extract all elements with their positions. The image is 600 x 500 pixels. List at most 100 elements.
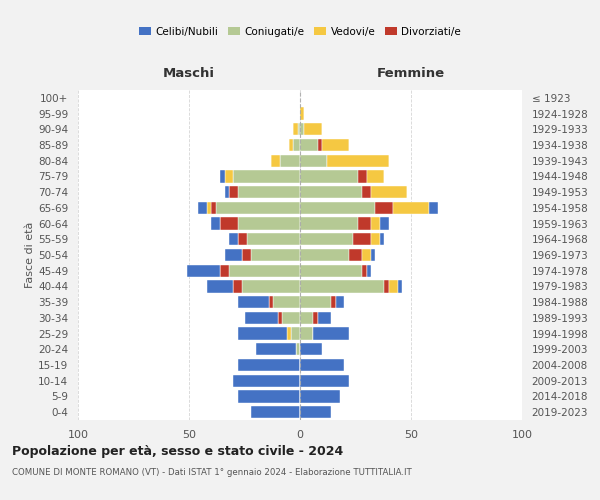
Bar — [300, 202, 376, 214]
Bar — [349, 249, 362, 261]
Bar — [300, 249, 349, 261]
Bar — [238, 186, 300, 198]
Bar — [238, 390, 300, 402]
Bar — [224, 186, 229, 198]
Bar — [278, 312, 282, 324]
Bar — [304, 123, 322, 136]
Bar — [293, 123, 298, 136]
Bar — [187, 264, 220, 277]
Bar — [371, 186, 407, 198]
Bar — [229, 186, 238, 198]
Bar — [300, 328, 313, 340]
Bar — [269, 296, 274, 308]
Bar — [242, 249, 251, 261]
Bar — [287, 328, 291, 340]
Bar — [298, 123, 300, 136]
Bar — [220, 264, 229, 277]
Bar — [300, 170, 358, 182]
Bar — [300, 312, 313, 324]
Bar — [371, 233, 380, 245]
Bar — [215, 202, 300, 214]
Bar — [318, 312, 331, 324]
Bar — [318, 139, 322, 151]
Bar — [242, 280, 300, 292]
Bar — [300, 374, 349, 387]
Bar — [393, 202, 429, 214]
Bar — [289, 139, 293, 151]
Bar — [233, 374, 300, 387]
Text: COMUNE DI MONTE ROMANO (VT) - Dati ISTAT 1° gennaio 2024 - Elaborazione TUTTITAL: COMUNE DI MONTE ROMANO (VT) - Dati ISTAT… — [12, 468, 412, 477]
Bar — [300, 390, 340, 402]
Bar — [398, 280, 402, 292]
Bar — [362, 186, 371, 198]
Bar — [300, 280, 385, 292]
Bar — [367, 170, 385, 182]
Text: Popolazione per età, sesso e stato civile - 2024: Popolazione per età, sesso e stato civil… — [12, 445, 343, 458]
Bar — [224, 249, 242, 261]
Bar — [280, 154, 300, 167]
Bar — [291, 328, 300, 340]
Bar — [371, 249, 376, 261]
Bar — [300, 296, 331, 308]
Bar — [300, 359, 344, 371]
Bar — [296, 343, 300, 355]
Y-axis label: Anni di nascita: Anni di nascita — [598, 214, 600, 296]
Bar — [385, 280, 389, 292]
Bar — [300, 123, 304, 136]
Bar — [247, 233, 300, 245]
Bar — [220, 170, 224, 182]
Bar — [238, 359, 300, 371]
Bar — [376, 202, 393, 214]
Bar — [245, 312, 278, 324]
Bar — [220, 218, 238, 230]
Bar — [380, 233, 385, 245]
Bar — [358, 218, 371, 230]
Bar — [293, 139, 300, 151]
Bar — [300, 139, 318, 151]
Bar — [238, 218, 300, 230]
Bar — [358, 170, 367, 182]
Bar — [367, 264, 371, 277]
Bar — [326, 154, 389, 167]
Bar — [313, 328, 349, 340]
Bar — [211, 202, 215, 214]
Bar — [198, 202, 207, 214]
Bar — [238, 233, 247, 245]
Bar — [211, 218, 220, 230]
Bar — [271, 154, 280, 167]
Bar — [300, 406, 331, 418]
Bar — [300, 108, 304, 120]
Bar — [256, 343, 296, 355]
Bar — [207, 202, 211, 214]
Bar — [229, 264, 300, 277]
Bar — [224, 170, 233, 182]
Bar — [353, 233, 371, 245]
Bar — [233, 170, 300, 182]
Bar — [233, 280, 242, 292]
Bar — [238, 328, 287, 340]
Bar — [300, 218, 358, 230]
Bar — [322, 139, 349, 151]
Bar — [300, 264, 362, 277]
Y-axis label: Fasce di età: Fasce di età — [25, 222, 35, 288]
Bar — [429, 202, 437, 214]
Bar — [207, 280, 233, 292]
Bar — [300, 154, 326, 167]
Bar — [380, 218, 389, 230]
Bar — [282, 312, 300, 324]
Bar — [313, 312, 318, 324]
Bar — [371, 218, 380, 230]
Bar — [362, 264, 367, 277]
Bar — [300, 343, 322, 355]
Bar — [331, 296, 335, 308]
Bar — [229, 233, 238, 245]
Bar — [251, 406, 300, 418]
Bar — [362, 249, 371, 261]
Bar — [389, 280, 398, 292]
Bar — [274, 296, 300, 308]
Bar — [300, 233, 353, 245]
Bar — [251, 249, 300, 261]
Bar — [300, 186, 362, 198]
Legend: Celibi/Nubili, Coniugati/e, Vedovi/e, Divorziati/e: Celibi/Nubili, Coniugati/e, Vedovi/e, Di… — [135, 22, 465, 41]
Bar — [335, 296, 344, 308]
